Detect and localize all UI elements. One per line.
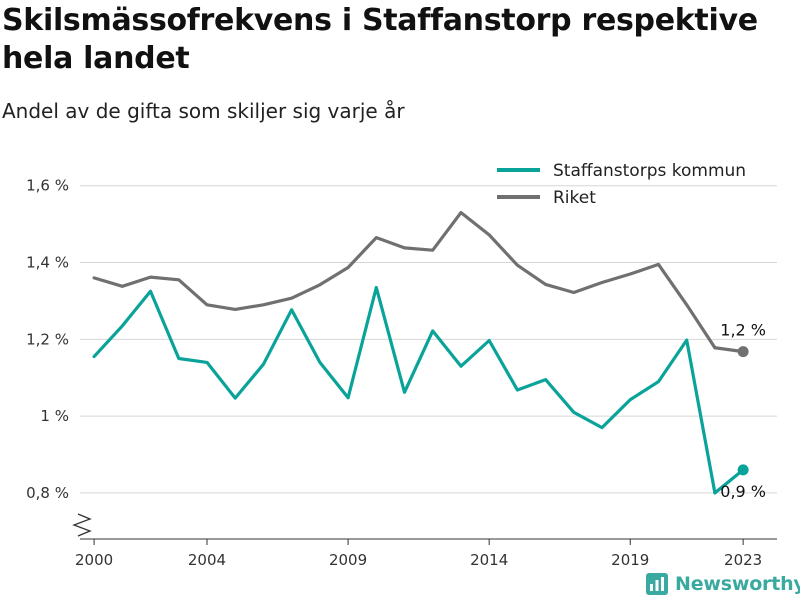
end-label-riket: 1,2 %: [720, 321, 766, 340]
series-line-riket: [92, 211, 717, 350]
legend: Staffanstorps kommun Riket: [497, 161, 746, 208]
x-tick-label: 2014: [470, 551, 508, 569]
y-axis-break-icon: [72, 513, 92, 537]
x-tick-label: 2023: [724, 551, 762, 569]
newsworthy-logo-icon: [646, 573, 668, 595]
end-point-staffanstorp: [737, 464, 749, 476]
y-tick-label: 1,6 %: [26, 177, 69, 195]
x-tick-label: 2000: [75, 551, 113, 569]
legend-label-staffanstorp: Staffanstorps kommun: [553, 161, 746, 181]
series-last-segment-staffanstorp: [713, 468, 745, 495]
x-tick-label: 2004: [188, 551, 226, 569]
axes: 2000 2004 2009 2014 2019 2023: [72, 513, 777, 569]
gridlines: 0,8 % 1 % 1,2 % 1,4 % 1,6 %: [26, 177, 777, 502]
brand: Newsworthy: [645, 570, 800, 598]
series-lines: [92, 211, 749, 495]
series-line-staffanstorp: [92, 285, 717, 495]
end-point-riket: [737, 346, 749, 358]
y-tick-label: 1,4 %: [26, 254, 69, 272]
y-tick-label: 1 %: [40, 407, 69, 425]
y-tick-label: 0,8 %: [26, 484, 69, 502]
end-labels: 1,2 % 0,9 %: [720, 321, 766, 501]
y-tick-label: 1,2 %: [26, 330, 69, 348]
legend-label-riket: Riket: [553, 188, 596, 208]
chart-subtitle: Andel av de gifta som skiljer sig varje …: [2, 99, 405, 123]
end-label-staffanstorp: 0,9 %: [720, 482, 766, 501]
x-tick-label: 2019: [611, 551, 649, 569]
chart-title: Skilsmässofrekvens i Staffanstorp respek…: [2, 3, 758, 76]
brand-name: Newsworthy: [675, 573, 800, 595]
x-tick-label: 2009: [329, 551, 367, 569]
